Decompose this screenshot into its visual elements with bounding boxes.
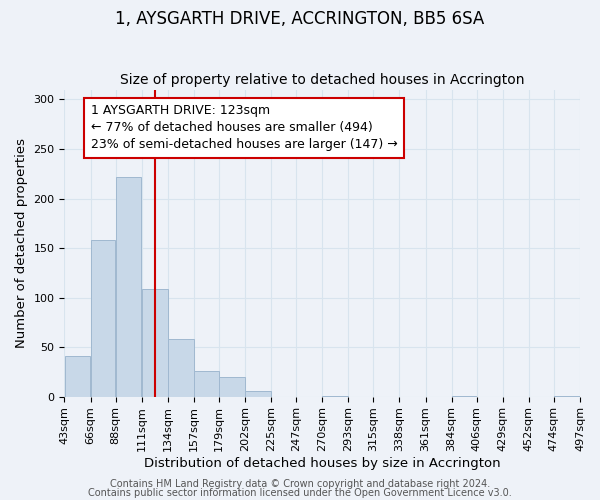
Bar <box>142 288 167 397</box>
Bar <box>245 390 271 396</box>
X-axis label: Distribution of detached houses by size in Accrington: Distribution of detached houses by size … <box>144 457 500 470</box>
Text: Contains public sector information licensed under the Open Government Licence v3: Contains public sector information licen… <box>88 488 512 498</box>
Y-axis label: Number of detached properties: Number of detached properties <box>15 138 28 348</box>
Text: 1, AYSGARTH DRIVE, ACCRINGTON, BB5 6SA: 1, AYSGARTH DRIVE, ACCRINGTON, BB5 6SA <box>115 10 485 28</box>
Bar <box>91 240 115 396</box>
Title: Size of property relative to detached houses in Accrington: Size of property relative to detached ho… <box>120 73 524 87</box>
Bar <box>65 356 91 397</box>
Text: Contains HM Land Registry data © Crown copyright and database right 2024.: Contains HM Land Registry data © Crown c… <box>110 479 490 489</box>
Bar <box>219 377 245 396</box>
Bar <box>168 339 194 396</box>
Bar <box>194 371 218 396</box>
Text: 1 AYSGARTH DRIVE: 123sqm
← 77% of detached houses are smaller (494)
23% of semi-: 1 AYSGARTH DRIVE: 123sqm ← 77% of detach… <box>91 104 397 152</box>
Bar <box>116 176 142 396</box>
